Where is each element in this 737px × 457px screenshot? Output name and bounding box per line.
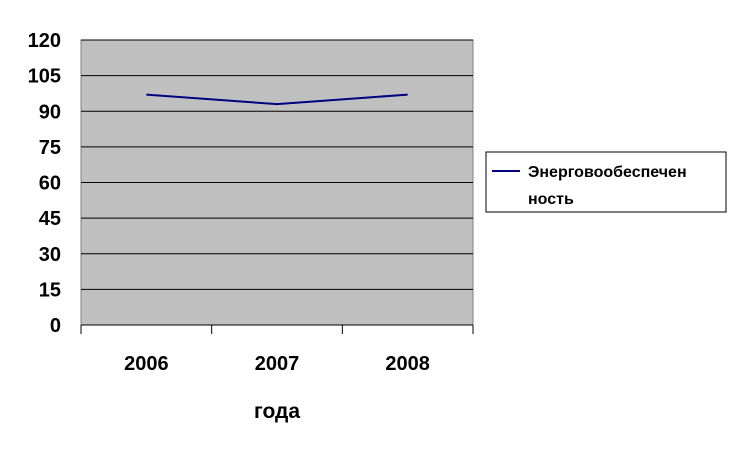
y-tick-label-60: 60 <box>39 173 61 195</box>
x-tick-label-2008: 2008 <box>385 353 430 375</box>
legend-box <box>485 151 727 213</box>
y-tick-label-90: 90 <box>39 101 61 123</box>
y-tick-label-105: 105 <box>28 66 61 88</box>
y-tick-label-45: 45 <box>39 208 61 230</box>
legend-label: Энерговообеспечен ность <box>528 164 691 208</box>
series-layer <box>146 93 408 106</box>
series-line-0 <box>146 93 408 106</box>
y-axis-tick-labels: 0 15 30 45 60 75 90 105 120 <box>28 30 61 337</box>
x-axis-tick-marks <box>80 325 474 334</box>
legend-label-line-1: Энерговообеспечен <box>528 164 687 181</box>
y-tick-label-30: 30 <box>39 244 61 266</box>
gridlines <box>81 39 473 290</box>
x-axis-tick-labels: 2006 2007 2008 <box>124 353 430 375</box>
legend: Энерговообеспечен ность <box>485 151 727 213</box>
legend-label-line-2: ность <box>528 191 574 208</box>
x-tick-label-2007: 2007 <box>255 353 300 375</box>
y-tick-label-120: 120 <box>28 30 61 52</box>
y-tick-label-75: 75 <box>39 137 61 159</box>
x-axis-title: года <box>254 400 300 423</box>
y-tick-label-0: 0 <box>50 315 61 337</box>
y-tick-label-15: 15 <box>39 279 61 301</box>
x-tick-label-2006: 2006 <box>124 353 169 375</box>
